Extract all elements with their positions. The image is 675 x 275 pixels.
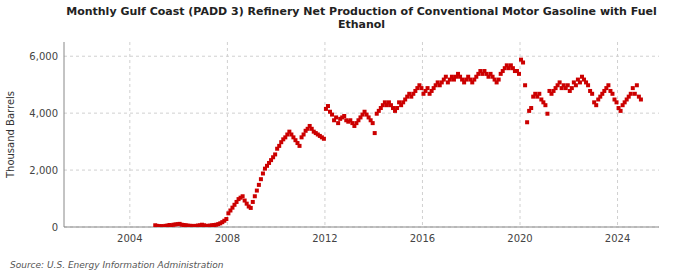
y-tick-label: 6,000 <box>29 51 58 62</box>
point <box>635 83 639 87</box>
x-grid-line <box>129 42 130 227</box>
point <box>253 194 257 198</box>
x-grid-line <box>520 42 521 227</box>
y-tick-label: 0 <box>52 222 58 233</box>
point <box>371 121 375 125</box>
point <box>606 83 610 87</box>
point <box>610 92 614 96</box>
point <box>619 109 623 113</box>
point <box>525 120 529 124</box>
x-tick-label: 2020 <box>507 233 532 244</box>
chart: Monthly Gulf Coast (PADD 3) Refinery Net… <box>0 0 675 275</box>
title-line: Ethanol <box>338 18 385 31</box>
point <box>419 86 423 90</box>
x-grid-line <box>324 42 325 227</box>
x-tick-label: 2008 <box>215 233 240 244</box>
point <box>586 83 590 87</box>
y-axis-label: Thousand Barrels <box>5 91 16 179</box>
point <box>373 131 377 135</box>
grid <box>64 42 659 227</box>
point <box>521 60 525 64</box>
title: Monthly Gulf Coast (PADD 3) Refinery Net… <box>66 5 657 31</box>
point <box>629 92 633 96</box>
point <box>523 83 527 87</box>
point <box>395 106 399 110</box>
point <box>224 217 228 221</box>
point <box>566 83 570 87</box>
y-tick-label: 2,000 <box>29 165 58 176</box>
axes: 0 2,000 4,000 6,000 2004 2008 2012 2016 2020 2024 <box>29 42 659 244</box>
point <box>326 104 330 108</box>
point <box>517 72 521 76</box>
y-tick-label: 4,000 <box>29 108 58 119</box>
points <box>153 58 643 227</box>
point <box>570 86 574 90</box>
source-note: Source: U.S. Energy Information Administ… <box>10 260 224 270</box>
point <box>631 86 635 90</box>
point <box>426 86 430 90</box>
point <box>529 106 533 110</box>
point <box>334 115 338 119</box>
x-tick-label: 2012 <box>312 233 337 244</box>
point <box>241 194 245 198</box>
point <box>594 103 598 107</box>
point <box>298 144 302 148</box>
x-tick-label: 2004 <box>117 233 142 244</box>
x-grid-line <box>422 42 423 227</box>
x-tick-label: 2016 <box>410 233 435 244</box>
y-grid-line <box>64 170 659 171</box>
point <box>342 114 346 118</box>
point <box>615 100 619 104</box>
title-line: Monthly Gulf Coast (PADD 3) Refinery Net… <box>66 5 657 18</box>
point <box>322 137 326 141</box>
point <box>558 80 562 84</box>
point <box>545 112 549 116</box>
point <box>590 92 594 96</box>
x-tick-label: 2024 <box>605 233 630 244</box>
point <box>249 206 253 210</box>
point <box>257 183 261 187</box>
point <box>259 177 263 181</box>
point <box>574 83 578 87</box>
point <box>578 80 582 84</box>
point <box>251 200 255 204</box>
point <box>543 103 547 107</box>
point <box>273 152 277 156</box>
point <box>639 97 643 101</box>
x-grid-line <box>617 42 618 227</box>
point <box>261 171 265 175</box>
x-grid-line <box>227 42 228 227</box>
point <box>537 92 541 96</box>
y-axis-line <box>64 42 65 227</box>
point <box>277 144 281 148</box>
point <box>302 133 306 137</box>
point <box>633 92 637 96</box>
point <box>497 78 501 82</box>
point <box>255 189 259 193</box>
y-grid-line <box>64 56 659 57</box>
point <box>444 75 448 79</box>
point <box>330 113 334 117</box>
point <box>336 121 340 125</box>
